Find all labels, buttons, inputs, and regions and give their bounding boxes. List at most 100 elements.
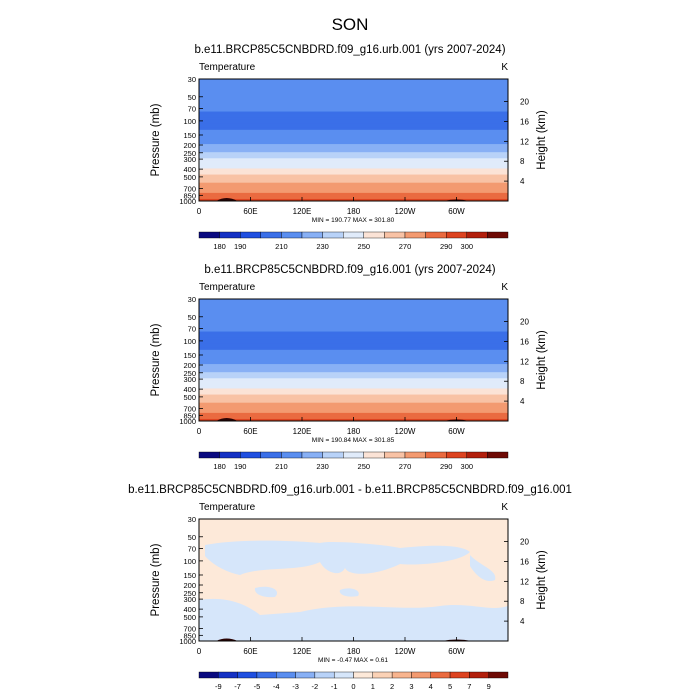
contour-band	[199, 156, 508, 159]
contour-band	[199, 184, 508, 188]
colorbar-swatch	[343, 231, 365, 239]
contour-band	[199, 357, 508, 361]
colorbar-label: 210	[275, 462, 288, 471]
contour-band	[199, 323, 508, 327]
contour-band	[199, 129, 508, 133]
chart-panel-1: b.e11.BRCP85C5CNBDRD.f09_g16.urb.001 (yr…	[150, 44, 548, 251]
field-label: Temperature	[199, 502, 256, 513]
contour-band	[199, 87, 508, 90]
colorbar-swatch	[314, 671, 335, 679]
y-tick-label: 400	[183, 165, 196, 174]
stats-label: MIN = 190.84 MAX = 301.85	[312, 437, 395, 444]
colorbar: 180 190 210 230 250 270 290 300	[198, 231, 509, 251]
contour-band	[199, 384, 508, 388]
colorbar-swatch	[239, 451, 261, 459]
x-tick-label: 60E	[243, 427, 257, 436]
y2-tick-label: 12	[520, 577, 529, 586]
y2-tick-label: 4	[520, 177, 525, 186]
y2-tick-label: 20	[520, 98, 529, 107]
colorbar-label: 300	[461, 242, 474, 251]
x-tick-label: 120E	[293, 207, 312, 216]
colorbar-label: 180	[213, 242, 226, 251]
contour-band	[199, 111, 508, 115]
y-tick-label: 500	[183, 173, 196, 182]
y-tick-label: 1000	[179, 417, 196, 426]
x-tick-label: 60W	[448, 207, 465, 216]
y-tick-label: 100	[183, 557, 196, 566]
contour-band	[199, 135, 508, 139]
colorbar-label: 3	[409, 682, 413, 691]
colorbar-swatch	[256, 671, 277, 679]
contour-band	[199, 355, 508, 359]
contour-field	[199, 299, 508, 421]
colorbar-label: -7	[234, 682, 241, 691]
contour-band	[199, 125, 508, 129]
contour-band	[199, 83, 508, 86]
colorbar-swatch	[198, 671, 219, 679]
contour-band	[199, 97, 508, 100]
colorbar-swatch	[333, 671, 354, 679]
contour-band	[199, 349, 508, 353]
contour-band	[199, 388, 508, 392]
y2-tick-label: 8	[520, 157, 525, 166]
contour-band	[199, 119, 508, 123]
contour-band	[199, 329, 508, 333]
contour-band	[199, 333, 508, 337]
contour-band	[199, 168, 508, 172]
contour-field	[199, 519, 508, 641]
colorbar-swatch	[353, 671, 374, 679]
contour-band	[199, 313, 508, 316]
contour-band	[199, 174, 508, 178]
colorbar-swatch	[384, 451, 406, 459]
contour-band	[199, 410, 508, 414]
contour-band	[199, 131, 508, 135]
contour-band	[199, 180, 508, 184]
y-tick-label: 150	[183, 351, 196, 360]
contour-band	[199, 339, 508, 343]
y-axis-label: Pressure (mb)	[150, 323, 162, 396]
contour-band	[199, 148, 508, 151]
colorbar-swatch	[404, 451, 426, 459]
contour-band	[199, 142, 508, 145]
y-tick-label: 850	[183, 631, 196, 640]
colorbar-swatch	[446, 451, 468, 459]
contour-region	[205, 540, 470, 575]
colorbar-swatch	[218, 671, 238, 679]
contour-band	[199, 362, 508, 365]
contour-band	[199, 166, 508, 170]
y-tick-label: 300	[183, 595, 196, 604]
contour-band	[199, 146, 508, 149]
contour-band	[199, 303, 508, 306]
x-tick-label: 180	[347, 207, 361, 216]
contour-band	[199, 372, 508, 375]
y2-tick-label: 20	[520, 538, 529, 547]
x-tick-label: 60W	[448, 427, 465, 436]
y-tick-label: 150	[183, 571, 196, 580]
contour-band	[199, 107, 508, 111]
y-tick-label: 50	[188, 313, 196, 322]
units-label: K	[501, 62, 508, 73]
y-tick-label: 500	[183, 393, 196, 402]
contour-band	[199, 404, 508, 408]
contour-band	[199, 79, 508, 82]
y2-tick-label: 4	[520, 397, 525, 406]
contour-band	[199, 368, 508, 371]
x-tick-label: 120W	[395, 427, 416, 436]
contour-band	[199, 331, 508, 335]
colorbar-swatch	[219, 451, 241, 459]
colorbar-swatch	[295, 671, 316, 679]
colorbar-label: -9	[215, 682, 222, 691]
contour-field	[199, 79, 508, 201]
colorbar-swatch	[487, 451, 509, 459]
contour-band	[199, 390, 508, 394]
contour-region	[199, 598, 508, 641]
colorbar-label: 270	[399, 462, 412, 471]
contour-band	[199, 335, 508, 339]
y2-tick-label: 4	[520, 617, 525, 626]
colorbar-swatch	[425, 451, 447, 459]
y-tick-label: 500	[183, 613, 196, 622]
contour-band	[199, 406, 508, 410]
contour-band	[199, 190, 508, 194]
y-tick-label: 30	[188, 75, 196, 84]
contour-region	[339, 588, 359, 597]
